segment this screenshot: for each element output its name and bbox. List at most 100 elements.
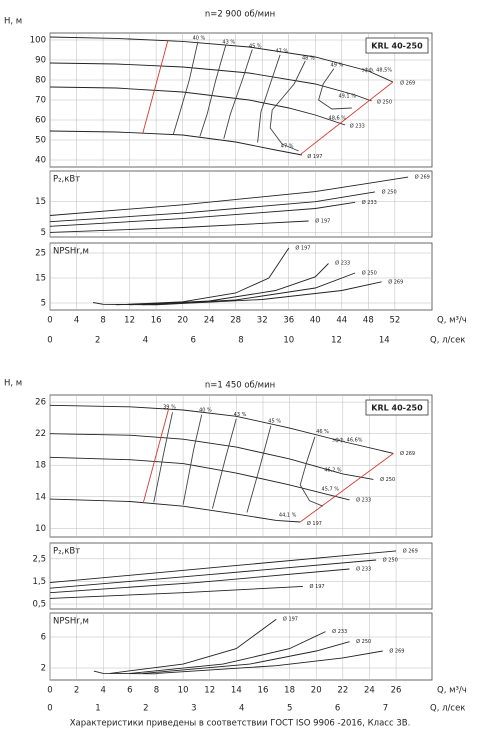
curve [299,453,394,523]
curve [211,418,237,509]
curve [49,220,309,233]
x-tick-label: 8 [100,316,105,326]
curve [318,68,352,110]
annotation: Ø 269 [400,80,415,87]
curve [246,425,272,513]
x-tick-label: 48 [363,316,374,326]
x2-tick-label: 10 [283,336,294,346]
y-tick-label: 15 [35,197,46,207]
y-axis-label: H, м [4,379,22,389]
annotation: 40 % [199,407,212,413]
y-tick-label: 15 [35,274,46,284]
chart-title: n=2 900 об/мин [205,10,275,20]
annotation: эфф. 48,5% [362,68,393,74]
y-axis-label: P₂,кВт [53,547,80,557]
annotation: 45 % [249,44,262,50]
x-tick-label: 44 [336,316,347,326]
x-tick-label: 4 [101,686,106,696]
y-tick-label: 25 [35,249,46,259]
annotation: Ø 233 [362,199,377,206]
x-tick-label: 20 [177,316,188,326]
y-axis-label: NPSHr,м [53,617,89,627]
annotation: Ø 250 [380,476,395,483]
label-box [365,399,429,416]
x-tick-label: 12 [204,686,215,696]
curve [49,130,303,156]
annotation: 45 % [268,419,281,425]
curve [49,191,376,223]
annotation: Ø 269 [403,547,418,554]
x2-tick-label: 2 [143,704,148,714]
curve [116,247,290,306]
y-tick-label: 0,5 [32,600,46,610]
curve [129,631,326,674]
annotation: Ø 233 [356,565,371,572]
annotation: 43 % [234,412,247,418]
curve [199,45,227,137]
annotation: эфф. 46,6% [332,437,363,443]
y-tick-label: 26 [35,398,46,408]
curve [49,201,356,227]
annotation: Ø 250 [377,99,392,106]
annotation: Ø 233 [335,260,350,267]
x2-tick-label: 12 [331,336,342,346]
chart-title: n=1 450 об/мин [205,381,275,391]
annotation: Ø 197 [283,616,298,623]
x-tick-label: 24 [364,686,375,696]
x2-tick-label: 7 [383,704,388,714]
annotation: 47 % [275,49,288,55]
x2-axis-label: Q, л/сек [430,336,465,346]
annotation: 48 % [302,56,315,62]
curve [182,414,203,505]
x2-tick-label: 1 [95,704,100,714]
curve [142,409,169,504]
annotation: Ø 197 [307,153,322,160]
x-tick-label: 36 [283,316,294,326]
y-tick-label: 10 [35,524,46,534]
annotation: Ø 250 [382,188,397,195]
curve [269,60,306,152]
y-tick-label: 2 [41,663,46,673]
annotation: Ø 250 [356,638,371,645]
annotation: Ø 197 [315,218,330,225]
x-tick-label: 18 [284,686,295,696]
curve [142,272,356,306]
curve [156,650,383,674]
y-tick-label: 60 [35,116,46,126]
curve [49,433,374,480]
x2-tick-label: 0 [47,704,52,714]
curve [129,263,329,306]
y-tick-label: 40 [35,156,46,166]
x-tick-label: 40 [310,316,321,326]
curve [49,36,394,83]
curve [156,281,382,306]
x-tick-label: 0 [47,686,52,696]
y-tick-label: 14 [35,492,46,502]
y-tick-label: 5 [41,228,46,238]
label: KRL 40-250 [371,42,423,51]
y-axis-label: NPSHr,м [53,247,89,257]
y-tick-label: 70 [35,96,46,106]
y-tick-label: 90 [35,56,46,66]
x2-tick-label: 0 [47,336,52,346]
x2-axis-label: Q, л/сек [430,704,465,714]
y-tick-label: 80 [35,76,46,86]
panel-frame [49,612,433,681]
annotation: Ø 250 [383,556,398,563]
x-tick-label: 14 [231,686,242,696]
y-tick-label: 1,5 [32,577,46,587]
annotation: Ø 233 [332,628,347,635]
x-tick-label: 28 [230,316,241,326]
annotation: Ø 250 [362,270,377,277]
x-tick-label: 20 [311,686,322,696]
curve [153,412,173,503]
annotation: 43 % [222,40,235,46]
x2-tick-label: 4 [143,336,148,346]
y-tick-label: 6 [41,633,46,643]
x-tick-label: 10 [178,686,189,696]
y-tick-label: 18 [35,461,46,471]
label-box [365,37,429,54]
annotation: Ø 269 [400,450,415,457]
annotation: 40 % [193,36,206,42]
